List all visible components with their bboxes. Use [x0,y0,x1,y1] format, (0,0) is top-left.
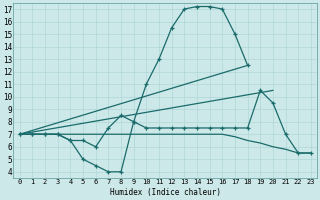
X-axis label: Humidex (Indice chaleur): Humidex (Indice chaleur) [110,188,221,197]
